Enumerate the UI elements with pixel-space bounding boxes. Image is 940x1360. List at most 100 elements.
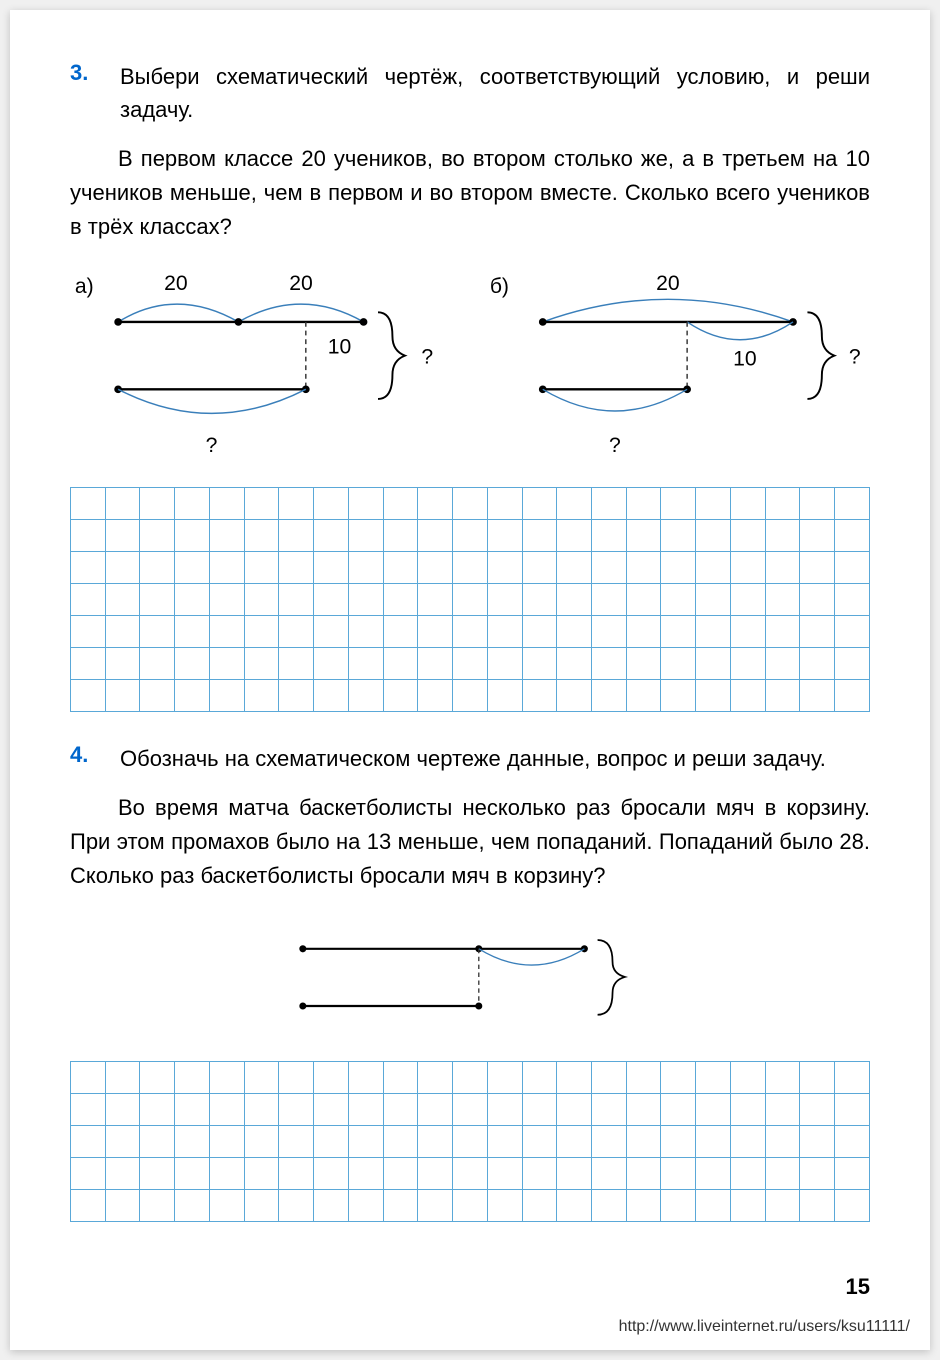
grid-cell [557, 583, 592, 615]
grid-cell [661, 487, 696, 519]
grid-cell [209, 1190, 244, 1222]
grid-cell [696, 487, 731, 519]
grid-cell [279, 1190, 314, 1222]
diagram-b-label: б) [490, 275, 509, 298]
footer-url: http://www.liveinternet.ru/users/ksu1111… [619, 1318, 910, 1336]
grid-cell [175, 487, 210, 519]
grid-cell [835, 615, 870, 647]
grid-cell [800, 679, 835, 711]
grid-cell [800, 647, 835, 679]
grid-cell [730, 1062, 765, 1094]
grid-cell [835, 519, 870, 551]
grid-cell [487, 647, 522, 679]
grid-cell [800, 1062, 835, 1094]
grid-cell [175, 1126, 210, 1158]
brace [378, 313, 405, 400]
problem-3-grid [70, 487, 870, 712]
grid-cell [626, 551, 661, 583]
diagram-a: а) 20 20 10 [70, 269, 455, 467]
grid-cell [661, 1126, 696, 1158]
grid-cell [175, 647, 210, 679]
grid-cell [348, 1094, 383, 1126]
grid-cell [71, 1158, 106, 1190]
grid-cell [418, 647, 453, 679]
grid-cell [348, 551, 383, 583]
grid-cell [418, 679, 453, 711]
grid-cell [175, 1158, 210, 1190]
arc [118, 304, 238, 322]
grid-cell [765, 583, 800, 615]
grid-cell [453, 1094, 488, 1126]
grid-cell [140, 1190, 175, 1222]
grid-cell [418, 1126, 453, 1158]
grid-cell [140, 679, 175, 711]
question-bottom: ? [206, 434, 218, 457]
grid-cell [383, 551, 418, 583]
grid-cell [383, 1094, 418, 1126]
grid-cell [105, 551, 140, 583]
grid-cell [661, 1062, 696, 1094]
grid-cell [348, 679, 383, 711]
grid-cell [453, 679, 488, 711]
point [539, 318, 547, 326]
grid-cell [244, 1062, 279, 1094]
problem-3-header: 3. Выбери схематический чертёж, соответс… [70, 60, 870, 126]
grid-cell [696, 1062, 731, 1094]
grid-cell [279, 647, 314, 679]
textbook-page: 3. Выбери схематический чертёж, соответс… [10, 10, 930, 1350]
grid-cell [418, 1062, 453, 1094]
grid-cell [209, 615, 244, 647]
grid-cell [244, 1158, 279, 1190]
grid-cell [348, 647, 383, 679]
grid-cell [383, 583, 418, 615]
grid-cell [383, 615, 418, 647]
grid-cell [730, 1190, 765, 1222]
grid-cell [835, 1126, 870, 1158]
grid-cell [626, 1062, 661, 1094]
grid-cell [522, 519, 557, 551]
grid-cell [383, 1190, 418, 1222]
grid-cell [209, 583, 244, 615]
grid-cell [835, 1158, 870, 1190]
grid-cell [71, 1190, 106, 1222]
grid-cell [800, 615, 835, 647]
grid-cell [522, 551, 557, 583]
grid-cell [383, 519, 418, 551]
grid-cell [418, 1158, 453, 1190]
grid-cell [71, 679, 106, 711]
grid-cell [626, 1126, 661, 1158]
grid-cell [383, 1062, 418, 1094]
grid-cell [105, 583, 140, 615]
grid-cell [487, 1190, 522, 1222]
grid-cell [730, 583, 765, 615]
arc [118, 390, 306, 414]
grid-cell [175, 1062, 210, 1094]
grid-cell [800, 487, 835, 519]
grid-cell [522, 1062, 557, 1094]
grid-cell [175, 615, 210, 647]
grid-cell [314, 1158, 349, 1190]
grid-cell [626, 1158, 661, 1190]
grid-cell [626, 519, 661, 551]
grid-cell [453, 1158, 488, 1190]
grid-cell [279, 679, 314, 711]
grid-cell [453, 1126, 488, 1158]
grid-cell [696, 647, 731, 679]
grid-cell [626, 615, 661, 647]
grid-cell [105, 679, 140, 711]
point [581, 945, 588, 952]
grid-cell [800, 583, 835, 615]
grid-cell [418, 583, 453, 615]
grid-cell [453, 487, 488, 519]
grid-cell [453, 583, 488, 615]
grid-cell [418, 551, 453, 583]
grid-cell [765, 1126, 800, 1158]
grid-cell [175, 1094, 210, 1126]
grid-cell [592, 551, 627, 583]
grid-cell [175, 519, 210, 551]
grid-cell [661, 647, 696, 679]
grid-cell [592, 1158, 627, 1190]
grid-cell [730, 615, 765, 647]
grid-cell [626, 487, 661, 519]
point [360, 318, 368, 326]
